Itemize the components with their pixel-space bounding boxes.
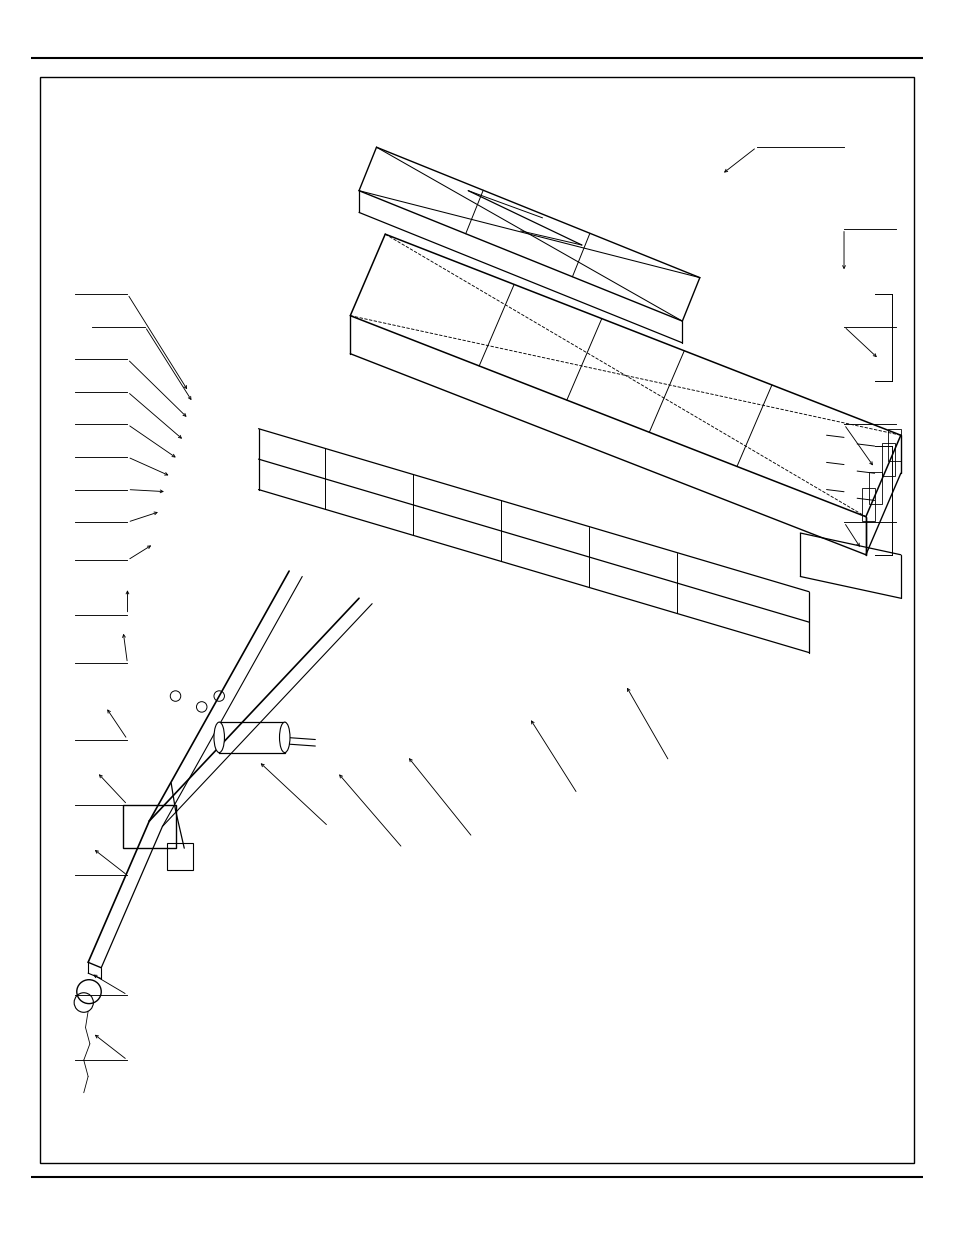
Bar (868, 472, 882, 505)
Bar (887, 429, 900, 462)
Bar (862, 488, 875, 521)
Ellipse shape (279, 722, 290, 752)
Bar (40, 77, 913, 1163)
Bar (881, 443, 894, 475)
Bar (167, 842, 193, 869)
Ellipse shape (213, 722, 224, 752)
Bar (123, 805, 175, 848)
Bar (219, 722, 284, 752)
